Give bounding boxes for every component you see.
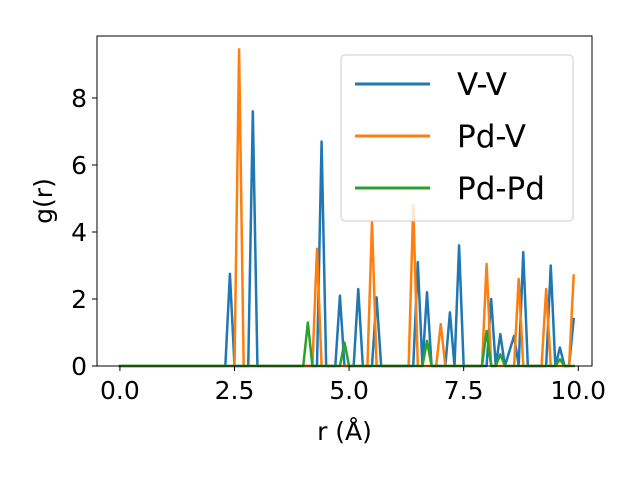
plot-frame bbox=[96, 35, 593, 367]
y-tick-label: 8 bbox=[71, 84, 87, 113]
x-tick-label: 2.5 bbox=[215, 376, 255, 405]
x-tick-label: 10.0 bbox=[550, 376, 606, 405]
legend: V-V Pd-V Pd-Pd bbox=[340, 54, 574, 222]
legend-label-pd-v: Pd-V bbox=[457, 119, 526, 155]
y-axis: 0 2 4 6 8 bbox=[71, 84, 97, 381]
x-axis: 0.0 2.5 5.0 7.5 10.0 bbox=[100, 366, 606, 405]
y-axis-label: g(r) bbox=[29, 178, 58, 224]
legend-box bbox=[340, 54, 574, 222]
y-tick-label: 6 bbox=[71, 151, 87, 180]
y-tick-label: 0 bbox=[71, 352, 87, 381]
x-tick-label: 5.0 bbox=[329, 376, 369, 405]
legend-label-pd-pd: Pd-Pd bbox=[457, 171, 545, 207]
y-tick-label: 4 bbox=[71, 218, 87, 247]
legend-label-v-v: V-V bbox=[457, 67, 507, 103]
x-tick-label: 0.0 bbox=[100, 376, 140, 405]
x-axis-label: r (Å) bbox=[317, 417, 372, 446]
y-tick-label: 2 bbox=[71, 285, 87, 314]
x-tick-label: 7.5 bbox=[444, 376, 484, 405]
